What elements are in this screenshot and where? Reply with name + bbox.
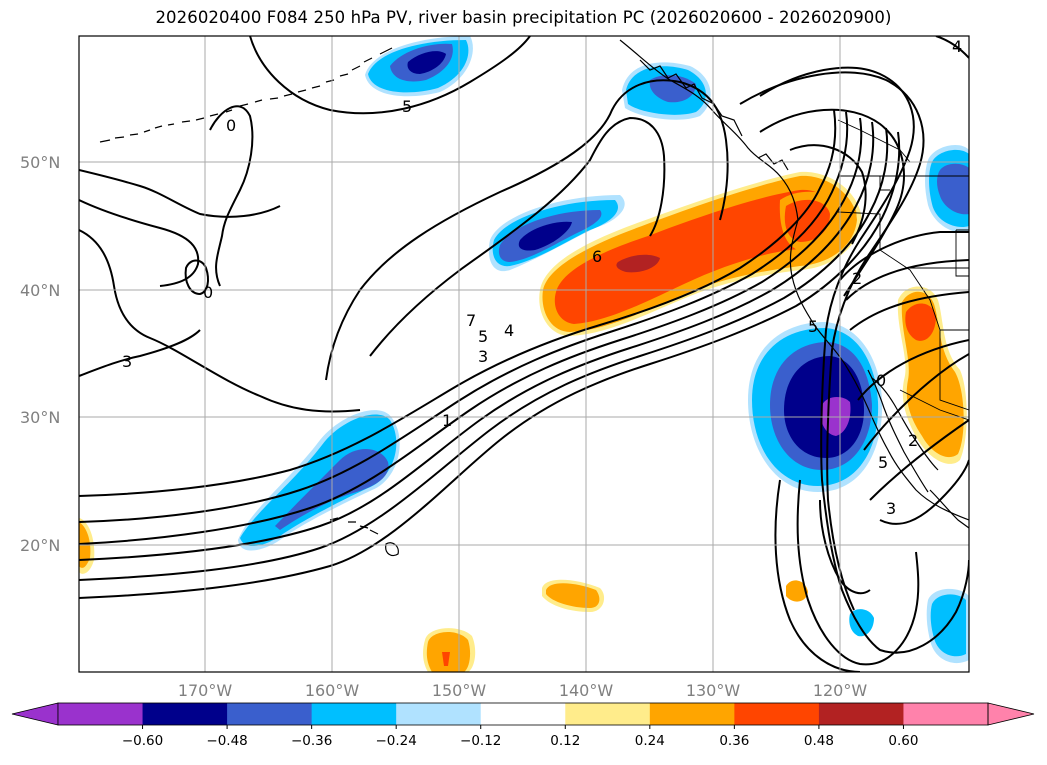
lon-label: 170°W xyxy=(178,681,233,700)
contour-label: 6 xyxy=(592,247,602,266)
contour-label: 0 xyxy=(876,371,886,390)
colorbar-segment xyxy=(58,703,144,725)
colorbar-tick-label: −0.12 xyxy=(460,733,501,749)
positive-anomaly-jet-band xyxy=(539,171,862,336)
contour-label: 1 xyxy=(442,411,452,430)
lon-label: 150°W xyxy=(432,681,487,700)
colorbar-segment xyxy=(565,703,651,725)
contour-label: 3 xyxy=(478,347,488,366)
contour-label: 3 xyxy=(122,352,132,371)
lon-label: 160°W xyxy=(305,681,360,700)
colorbar-segment xyxy=(649,703,735,725)
colorbar-tick-label: 0.36 xyxy=(719,733,749,749)
colorbar-tick-label: 0.60 xyxy=(888,733,918,749)
colorbar-tick-label: −0.36 xyxy=(291,733,332,749)
contour-label: 7 xyxy=(466,311,476,330)
contour-label: 5 xyxy=(808,317,818,336)
negative-anomaly-north-pacific xyxy=(488,195,625,272)
colorbar-tick-label: 0.12 xyxy=(550,733,580,749)
figure-title: 2026020400 F084 250 hPa PV, river basin … xyxy=(155,8,892,27)
colorbar-segment xyxy=(311,703,397,725)
colorbar-tick-label: 0.48 xyxy=(804,733,834,749)
colorbar-segment xyxy=(903,703,989,725)
colorbar-tick-label: 0.24 xyxy=(635,733,665,749)
longitude-labels: 170°W 160°W 150°W 140°W 130°W 120°W xyxy=(178,681,868,700)
contour-label: 2 xyxy=(852,269,862,288)
colorbar-segment xyxy=(734,703,820,725)
negative-anomaly-alaska-peninsula xyxy=(365,36,473,97)
contour-label: 4 xyxy=(952,37,962,56)
colorbar-outline xyxy=(57,702,989,726)
colorbar-segment xyxy=(227,703,313,725)
graticule xyxy=(79,36,969,672)
colorbar-tick-label: −0.24 xyxy=(375,733,416,749)
lon-label: 140°W xyxy=(559,681,614,700)
contour-label: 3 xyxy=(886,499,896,518)
contour-label: 5 xyxy=(478,327,488,346)
colorbar-segment xyxy=(818,703,904,725)
latitude-labels: 50°N 40°N 30°N 20°N xyxy=(20,153,60,555)
contour-labels: 5 0 0 3 7 5 4 3 1 6 5 2 0 2 5 3 4 xyxy=(122,37,962,518)
contour-label: 5 xyxy=(402,97,412,116)
contour-label: 5 xyxy=(878,453,888,472)
political-borders xyxy=(837,119,969,421)
lon-label: 120°W xyxy=(813,681,868,700)
positive-anomaly-southwest xyxy=(897,286,967,464)
contour-label: 2 xyxy=(908,431,918,450)
colorbar-tick-label: −0.60 xyxy=(122,733,163,749)
negative-anomaly-southeast-alaska xyxy=(622,62,711,120)
lon-label: 130°W xyxy=(686,681,741,700)
contour-label: 4 xyxy=(504,321,514,340)
colorbar-segment xyxy=(480,703,566,725)
colorbar: −0.60 −0.48 −0.36 −0.24 −0.12 0.12 0.24 0.36 0.4… xyxy=(11,702,1035,749)
colorbar-extend-low xyxy=(11,702,59,726)
lat-label: 50°N xyxy=(20,153,60,172)
map-frame xyxy=(78,35,970,673)
lat-label: 40°N xyxy=(20,281,60,300)
colorbar-segment xyxy=(142,703,228,725)
colorbar-segment xyxy=(396,703,482,725)
colorbar-tick-label: −0.48 xyxy=(206,733,247,749)
contour-label: 0 xyxy=(203,283,213,302)
contour-label: 0 xyxy=(226,116,236,135)
colorbar-extend-high xyxy=(987,702,1035,726)
lat-label: 30°N xyxy=(20,408,60,427)
lat-label: 20°N xyxy=(20,536,60,555)
